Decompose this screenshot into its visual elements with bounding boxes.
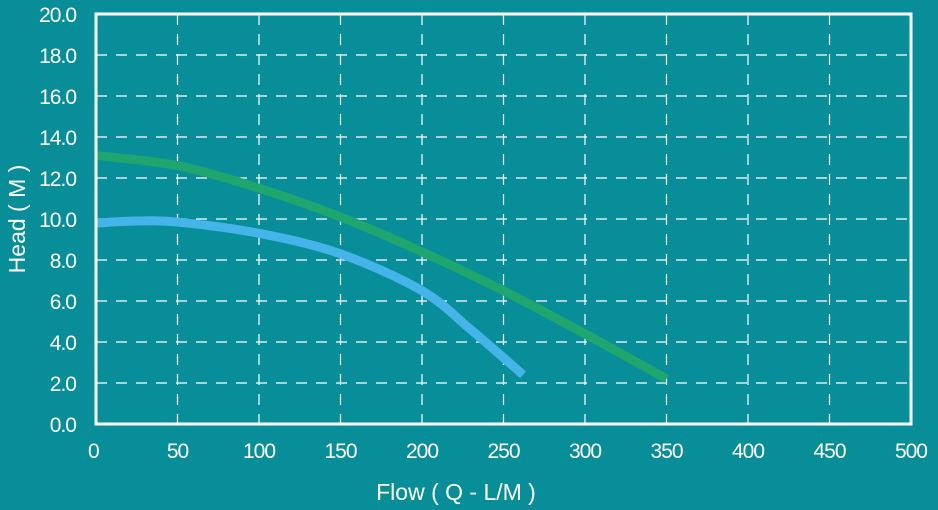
y-tick-label: 6.0 [50,291,77,314]
y-tick-label: 16.0 [39,86,76,109]
y-tick-label: 8.0 [50,250,77,273]
x-tick-label: 400 [732,440,764,463]
x-tick-label: 500 [895,440,927,463]
x-tick-label: 300 [569,440,601,463]
y-tick-label: 2.0 [50,373,77,396]
y-tick-label: 4.0 [50,332,77,355]
x-tick-label: 450 [813,440,845,463]
x-tick-label: 200 [406,440,438,463]
y-axis-label: Head ( M ) [4,165,30,274]
y-tick-label: 10.0 [39,209,76,232]
x-tick-label: 100 [243,440,275,463]
series-line-1 [95,150,669,383]
y-tick-label: 18.0 [39,45,76,68]
x-tick-label: 50 [167,440,189,463]
x-tick-label: 0 [88,440,99,463]
x-tick-label: 350 [650,440,682,463]
grid [96,14,911,424]
series-layer [95,150,669,383]
x-tick-label: 250 [487,440,519,463]
plot-frame [94,12,913,426]
y-tick-label: 14.0 [39,127,76,150]
x-tick-label: 150 [324,440,356,463]
y-tick-label: 20.0 [39,4,76,27]
y-tick-label: 0.0 [50,414,77,437]
series-line-2 [95,216,527,379]
y-axis-ticks: 0.0 2.0 4.0 6.0 8.0 10.0 12.0 14.0 16.0 18.0 20.0 [39,4,77,437]
y-tick-label: 12.0 [39,168,76,191]
x-axis-label: Flow ( Q - L/M ) [376,479,536,505]
x-axis-ticks: 0 50 100 150 200 250 300 350 400 450 500 [88,440,928,463]
